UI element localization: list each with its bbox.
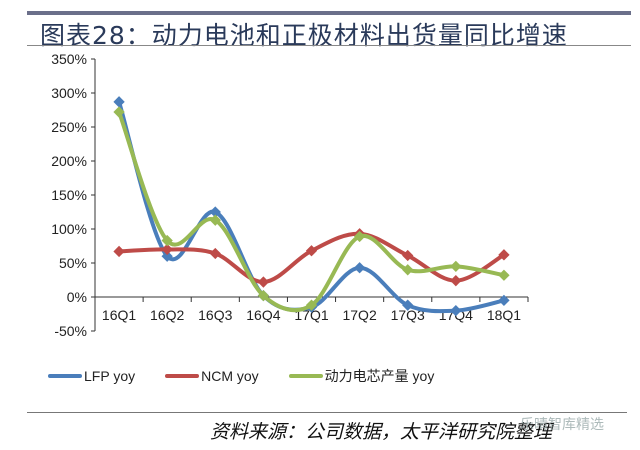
y-tick-label: 50% <box>59 255 87 271</box>
legend-swatch <box>48 374 82 378</box>
data-point <box>257 276 270 288</box>
data-point <box>161 243 173 256</box>
y-tick-label: 350% <box>51 51 87 67</box>
legend-item-cell: 动力电芯产量 yoy <box>288 366 435 386</box>
data-point <box>113 245 125 258</box>
data-point <box>498 269 510 281</box>
data-point <box>402 299 414 311</box>
legend-swatch <box>165 374 200 378</box>
legend-item-lfp: LFP yoy <box>48 366 135 386</box>
legend-swatch <box>288 374 323 378</box>
data-point <box>450 260 462 273</box>
watermark: 乐晴智库精选 <box>520 416 604 432</box>
y-tick-label: 200% <box>51 153 87 169</box>
x-tick-label: 16Q4 <box>246 307 280 323</box>
y-tick-label: 300% <box>51 85 87 101</box>
data-point <box>498 294 510 307</box>
x-tick-label: 16Q2 <box>150 307 184 323</box>
top-bar <box>27 11 631 15</box>
data-point <box>402 264 414 276</box>
legend-label: LFP yoy <box>84 368 136 384</box>
data-point <box>305 299 318 311</box>
x-tick-label: 18Q1 <box>487 307 521 323</box>
y-tick-label: 250% <box>51 119 87 135</box>
data-point <box>305 245 318 257</box>
source-note: 资料来源：公司数据，太平洋研究院整理 <box>210 421 553 443</box>
x-tick-label: 16Q3 <box>198 307 232 323</box>
data-point <box>450 304 462 317</box>
data-point <box>257 289 270 302</box>
x-tick-label: 17Q2 <box>342 307 376 323</box>
legend-item-ncm: NCM yoy <box>165 366 259 386</box>
legend: LFP yoy NCM yoy 动力电芯产量 yoy <box>48 366 434 386</box>
y-tick-label: -50% <box>54 323 87 339</box>
data-point <box>402 249 414 262</box>
y-tick-label: 0% <box>67 289 87 305</box>
footer-divider <box>27 412 627 413</box>
data-point <box>113 96 125 108</box>
y-tick-label: 100% <box>51 221 87 237</box>
data-point <box>353 262 366 274</box>
data-point <box>209 214 221 226</box>
data-point <box>209 247 221 260</box>
y-tick-label: 150% <box>51 187 87 203</box>
line-chart: -50% 0% 50% 100% 150% 200% 250% 300% 350% 16Q1 16Q… <box>51 51 529 339</box>
legend-label: 动力电芯产量 yoy <box>324 368 435 384</box>
data-point <box>209 206 221 218</box>
x-tick-label: 16Q1 <box>102 307 136 323</box>
data-point <box>353 230 366 243</box>
data-point <box>161 234 173 247</box>
data-point <box>498 249 510 261</box>
x-tick-label: 17Q3 <box>391 307 425 323</box>
title-divider <box>27 45 631 46</box>
legend-label: NCM yoy <box>201 368 259 384</box>
data-point <box>450 275 462 287</box>
